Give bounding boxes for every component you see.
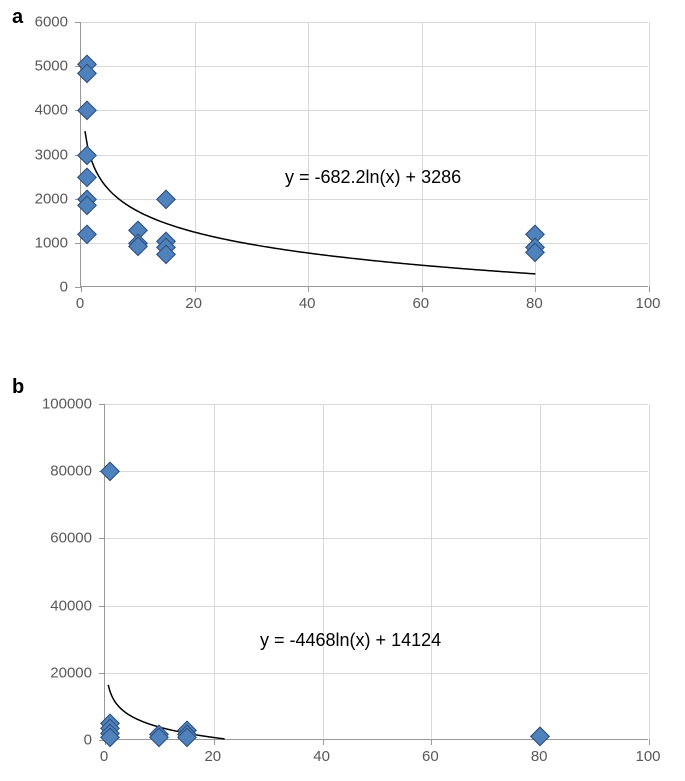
trendline	[105, 404, 649, 740]
y-tick-label: 100000	[42, 396, 92, 413]
x-tick-label: 20	[185, 295, 202, 312]
gridline-h	[105, 606, 648, 607]
x-tick-label: 100	[635, 748, 660, 765]
y-tick-label: 0	[60, 279, 68, 296]
gridline-h	[105, 538, 648, 539]
gridline-h	[81, 66, 648, 67]
scatter-marker	[77, 101, 96, 120]
tick-x	[308, 286, 309, 292]
y-tick-label: 6000	[35, 14, 68, 31]
equation-text: y = -4468ln(x) + 14124	[260, 630, 441, 651]
gridline-v	[195, 22, 196, 286]
y-tick-label: 4000	[35, 102, 68, 119]
tick-x	[535, 286, 536, 292]
gridline-v	[649, 404, 650, 739]
gridline-v	[540, 404, 541, 739]
tick-x	[649, 739, 650, 745]
gridline-h	[81, 155, 648, 156]
tick-y	[99, 404, 105, 405]
y-tick-label: 40000	[50, 597, 92, 614]
x-tick-label: 40	[313, 748, 330, 765]
gridline-h	[81, 22, 648, 23]
x-tick-label: 80	[526, 295, 543, 312]
x-tick-label: 40	[299, 295, 316, 312]
y-tick-label: 1000	[35, 234, 68, 251]
tick-x	[422, 286, 423, 292]
y-tick-label: 3000	[35, 146, 68, 163]
tick-x	[195, 286, 196, 292]
tick-x	[431, 739, 432, 745]
x-tick-label: 20	[204, 748, 221, 765]
gridline-v	[431, 404, 432, 739]
gridline-h	[105, 673, 648, 674]
x-tick-label: 80	[531, 748, 548, 765]
tick-y	[75, 22, 81, 23]
tick-y	[99, 606, 105, 607]
chart-b-plot	[104, 404, 648, 740]
gridline-h	[105, 471, 648, 472]
tick-y	[99, 673, 105, 674]
gridline-v	[308, 22, 309, 286]
tick-x	[323, 739, 324, 745]
y-tick-label: 20000	[50, 664, 92, 681]
scatter-marker	[77, 224, 96, 243]
x-tick-label: 60	[422, 748, 439, 765]
scatter-marker	[77, 145, 96, 164]
x-tick-label: 100	[635, 295, 660, 312]
panel-label-a: a	[12, 6, 23, 29]
tick-y	[75, 243, 81, 244]
gridline-v	[422, 22, 423, 286]
scatter-marker	[157, 189, 176, 208]
scatter-marker	[101, 462, 120, 481]
tick-y	[99, 538, 105, 539]
panel-label-b: b	[12, 376, 24, 399]
x-tick-label: 60	[412, 295, 429, 312]
gridline-h	[105, 404, 648, 405]
chart-a-plot	[80, 22, 648, 287]
tick-x	[81, 286, 82, 292]
scatter-marker	[77, 167, 96, 186]
equation-text: y = -682.2ln(x) + 3286	[285, 167, 461, 188]
gridline-v	[214, 404, 215, 739]
x-tick-label: 0	[76, 295, 84, 312]
gridline-h	[81, 110, 648, 111]
y-tick-label: 80000	[50, 463, 92, 480]
x-tick-label: 0	[100, 748, 108, 765]
tick-x	[214, 739, 215, 745]
gridline-v	[649, 22, 650, 286]
y-tick-label: 0	[84, 732, 92, 749]
gridline-v	[323, 404, 324, 739]
y-tick-label: 2000	[35, 190, 68, 207]
y-tick-label: 5000	[35, 58, 68, 75]
tick-x	[649, 286, 650, 292]
scatter-marker	[531, 727, 550, 746]
y-tick-label: 60000	[50, 530, 92, 547]
